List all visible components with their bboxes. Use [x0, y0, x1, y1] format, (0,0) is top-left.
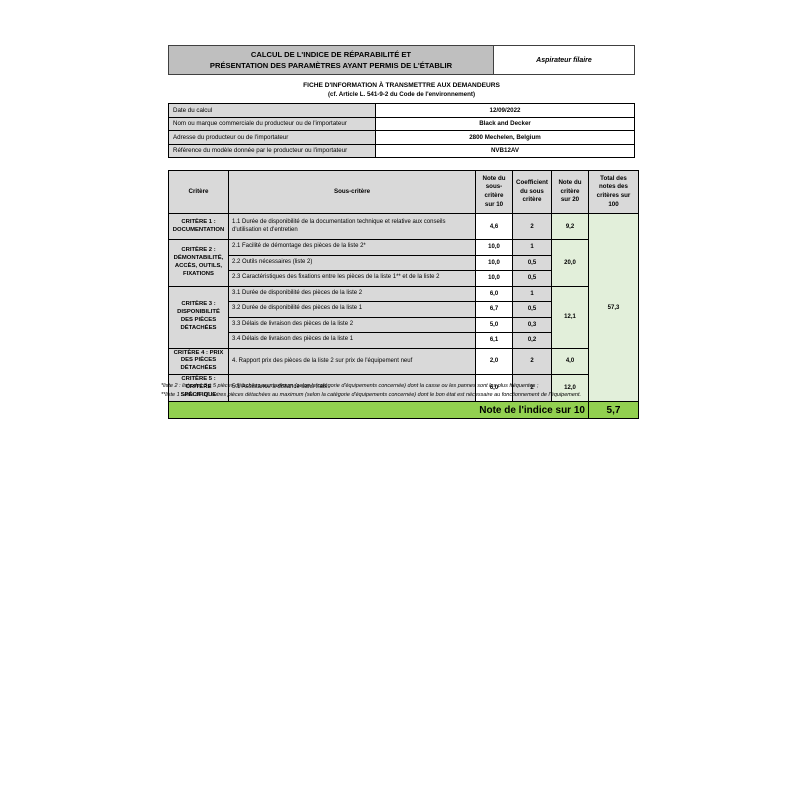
coef-3-1: 1: [512, 285, 552, 302]
coef-3-4: 0,2: [512, 332, 552, 349]
coef-2-2: 0,5: [512, 254, 552, 271]
coef-5-1: 2: [512, 374, 552, 403]
info-row-brand: Nom ou marque commerciale du producteur …: [168, 116, 635, 131]
info-row-model: Référence du modèle donnée par le produc…: [168, 143, 635, 158]
subcriterion-1-1: 1.1 Durée de disponibilité de la documen…: [228, 213, 476, 240]
info-label-model: Référence du modèle donnée par le produc…: [168, 143, 376, 158]
subtitle: FICHE D'INFORMATION À TRANSMETTRE AUX DE…: [168, 82, 635, 98]
total-100: 57,3: [587, 212, 639, 403]
score20-criterion-5: 12,0: [550, 374, 589, 403]
note-2-3: 10,0: [475, 270, 513, 287]
table-row: CRITÈRE 4 : PRIX DES PIÈCES DÉTACHÉES 4.…: [168, 347, 639, 376]
coef-4: 2: [512, 347, 552, 376]
table-row: CRITÈRE 3 : DISPONIBILITÉ DES PIÈCES DÉT…: [168, 285, 639, 349]
table-row: CRITÈRE 1 : DOCUMENTATION 1.1 Durée de d…: [168, 212, 639, 403]
page-title-line2: PRÉSENTATION DES PARAMÈTRES AYANT PERMIS…: [209, 61, 453, 70]
col-sous-critere: Sous-critère: [228, 170, 476, 214]
criterion-3-label: CRITÈRE 3 : DISPONIBILITÉ DES PIÈCES DÉT…: [168, 285, 229, 349]
subtitle-line1: FICHE D'INFORMATION À TRANSMETTRE AUX DE…: [303, 82, 500, 89]
info-label-date: Date du calcul: [168, 103, 376, 118]
subcriterion-3-2: 3.2 Durée de disponibilité des pièces de…: [228, 301, 476, 318]
col-total: Total des notes des critères sur 100: [587, 170, 639, 214]
table-row: CRITÈRE 2 : DÉMONTABILITÉ, ACCÈS, OUTILS…: [168, 239, 639, 287]
subcriterion-2-1: 2.1 Facilité de démontage des pièces de …: [228, 239, 476, 256]
note-2-1: 10,0: [475, 239, 513, 256]
footnotes: *liste 2 : liste des 3 à 5 pièces détach…: [161, 383, 647, 402]
info-table: Date du calcul 12/09/2022 Nom ou marque …: [168, 103, 635, 158]
subcriterion-3-4: 3.4 Délais de livraison des pièces de la…: [228, 332, 476, 349]
table-row: CRITÈRE 5 : CRITÈRE SPÉCIFIQUE 5.1 Assis…: [168, 374, 639, 403]
note-4: 2,0: [475, 347, 513, 376]
info-value-date: 12/09/2022: [375, 103, 635, 118]
subcriterion-2-3: 2.3 Caractéristiques des fixations entre…: [228, 270, 476, 287]
criteria-table: Critère Sous-critère Note du sous-critèr…: [168, 170, 639, 420]
subcriterion-3-3: 3.3 Délais de livraison des pièces de la…: [228, 316, 476, 333]
coef-3-3: 0,3: [512, 316, 552, 333]
info-value-model: NVB12AV: [375, 143, 635, 158]
note-3-3: 5,0: [475, 316, 513, 333]
footnote-liste-2: *liste 2 : liste des 3 à 5 pièces détach…: [161, 383, 539, 389]
note-3-2: 6,7: [475, 301, 513, 318]
index-score-row: Note de l'indice sur 10 5,7: [168, 401, 639, 420]
score20-criterion-3: 12,1: [550, 285, 589, 349]
table-row: 3.3 Délais de livraison des pièces de la…: [169, 316, 639, 333]
col-note-sous-critere: Note du sous-critère sur 10: [475, 170, 513, 214]
table-row: 3.4 Délais de livraison des pièces de la…: [169, 332, 639, 349]
score20-criterion-1: 9,2: [550, 213, 589, 240]
criterion-5-label: CRITÈRE 5 : CRITÈRE SPÉCIFIQUE: [168, 374, 229, 403]
col-note-critere: Note du critère sur 20: [550, 170, 589, 214]
criterion-1-label: CRITÈRE 1 : DOCUMENTATION: [168, 213, 229, 240]
coef-1-1: 2: [512, 213, 552, 240]
info-label-address: Adresse du producteur ou de l'importateu…: [168, 130, 376, 145]
score20-criterion-4: 4,0: [550, 347, 589, 376]
table-row: 3.2 Durée de disponibilité des pièces de…: [169, 301, 639, 318]
criteria-table-header: Critère Sous-critère Note du sous-critèr…: [168, 170, 639, 214]
index-score-label: Note de l'indice sur 10: [168, 401, 589, 420]
note-3-4: 6,1: [475, 332, 513, 349]
coef-2-1: 1: [512, 239, 552, 256]
subcriterion-3-1: 3.1 Durée de disponibilité des pièces de…: [228, 285, 476, 302]
info-value-address: 2800 Mechelen, Belgium: [375, 130, 635, 145]
info-value-brand: Black and Decker: [375, 116, 635, 131]
page-title: CALCUL DE L'INDICE DE RÉPARABILITÉ ET PR…: [168, 45, 494, 75]
note-3-1: 6,0: [475, 285, 513, 302]
footnote-liste-1: **liste 1 : liste de 10 autres pièces dé…: [161, 392, 582, 399]
coef-3-2: 0,5: [512, 301, 552, 318]
criterion-4-label: CRITÈRE 4 : PRIX DES PIÈCES DÉTACHÉES: [168, 347, 229, 376]
note-2-2: 10,0: [475, 254, 513, 271]
subcriterion-4: 4. Rapport prix des pièces de la liste 2…: [228, 347, 476, 376]
subcriterion-2-2: 2.2 Outils nécessaires (liste 2): [228, 254, 476, 271]
header-block: CALCUL DE L'INDICE DE RÉPARABILITÉ ET PR…: [168, 45, 635, 75]
score20-criterion-2: 20,0: [550, 239, 589, 287]
index-score-value: 5,7: [587, 401, 639, 420]
col-critere: Critère: [168, 170, 229, 214]
info-row-date: Date du calcul 12/09/2022: [168, 103, 635, 118]
coef-2-3: 0,5: [512, 270, 552, 287]
criterion-2-label: CRITÈRE 2 : DÉMONTABILITÉ, ACCÈS, OUTILS…: [168, 239, 229, 287]
col-coefficient: Coefficient du sous critère: [512, 170, 552, 214]
subtitle-line2: (cf. Article L. 541-9-2 du Code de l'env…: [327, 91, 476, 98]
page-title-line1: CALCUL DE L'INDICE DE RÉPARABILITÉ ET: [250, 50, 412, 59]
product-name: Aspirateur filaire: [493, 45, 635, 75]
info-row-address: Adresse du producteur ou de l'importateu…: [168, 130, 635, 145]
info-label-brand: Nom ou marque commerciale du producteur …: [168, 116, 376, 131]
subcriterion-5-1: 5.1 Assistance à distance sans frais: [228, 374, 476, 403]
note-1-1: 4,6: [475, 213, 513, 240]
